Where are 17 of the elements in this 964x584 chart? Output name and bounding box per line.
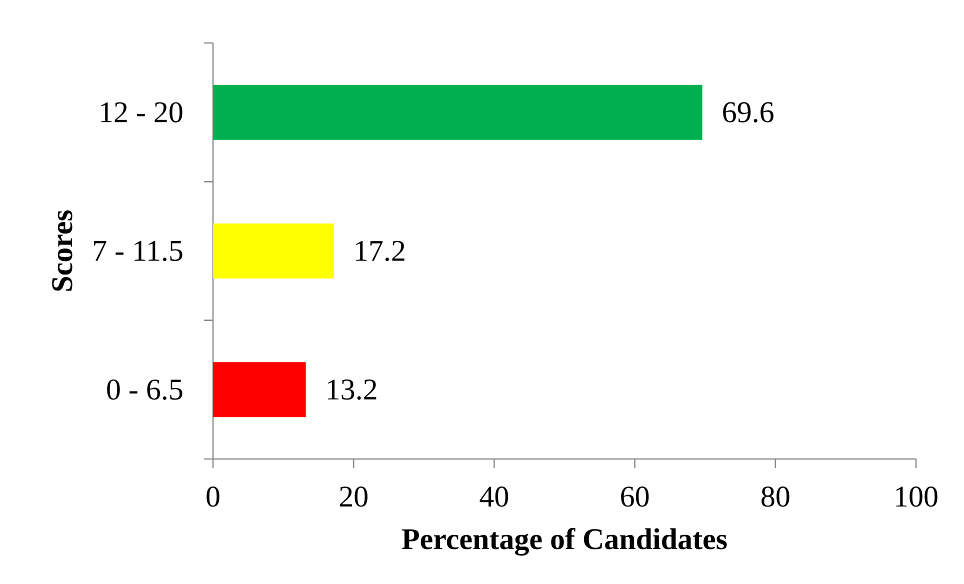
data-label: 13.2 [328,380,376,400]
x-tick-label: 40 [480,486,508,507]
x-tick-label: 80 [762,486,790,507]
x-tick-label: 100 [896,486,938,507]
data-label: 69.6 [723,102,774,122]
y-axis-title: Scores [52,210,72,291]
y-tick-label: 0 - 6.5 [107,379,182,400]
x-tick-label: 20 [340,486,368,507]
x-tick-label: 0 [206,486,220,507]
data-label: 17.2 [356,240,404,262]
x-tick-label: 60 [621,486,649,507]
y-tick-label: 7 - 11.5 [94,240,182,262]
bar [213,224,334,279]
x-axis-title: Percentage of Candidates [402,528,727,556]
y-tick-label: 12 - 20 [101,102,182,122]
bar [213,362,306,418]
bar [213,84,702,140]
